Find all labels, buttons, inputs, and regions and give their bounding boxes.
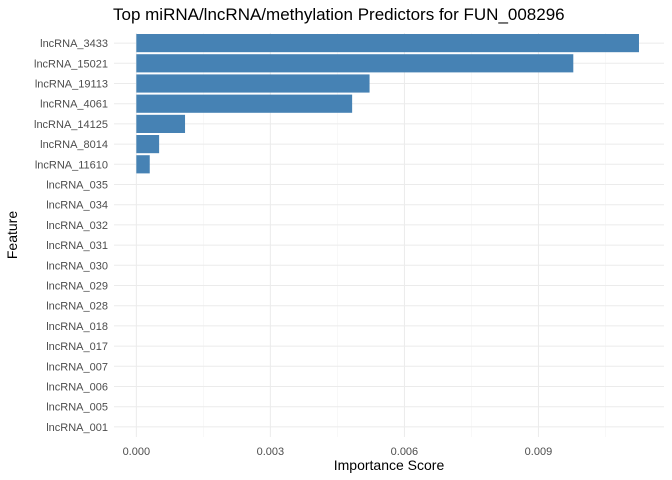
y-tick-label: lncRNA_006: [46, 382, 108, 394]
y-tick-label: lncRNA_19113: [35, 79, 108, 91]
x-tick-labels: 0.000 0.003 0.006 0.009: [123, 446, 553, 458]
y-tick-label: lncRNA_029: [46, 281, 108, 293]
chart-title: Top miRNA/lncRNA/methylation Predictors …: [113, 5, 565, 24]
y-tick-label: lncRNA_017: [46, 341, 108, 353]
y-tick-label: lncRNA_028: [46, 301, 108, 313]
x-tick-label: 0.003: [257, 446, 285, 458]
y-tick-label: lncRNA_15021: [34, 58, 108, 70]
y-tick-label: lncRNA_035: [46, 180, 108, 192]
bar-lncRNA_11610: [136, 155, 150, 174]
x-axis-title: Importance Score: [334, 457, 445, 473]
bar-lncRNA_15021: [136, 54, 574, 73]
y-tick-label: lncRNA_018: [46, 321, 108, 333]
y-tick-label: lncRNA_030: [46, 260, 108, 272]
bar-lncRNA_3433: [136, 34, 639, 53]
bar-lncRNA_8014: [136, 135, 160, 154]
bars: [136, 34, 639, 174]
y-tick-label: lncRNA_11610: [35, 159, 108, 171]
y-tick-label: lncRNA_034: [46, 200, 108, 212]
y-tick-label: lncRNA_14125: [34, 119, 108, 131]
x-tick-label: 0.006: [391, 446, 419, 458]
grid-lines: [114, 33, 664, 437]
y-axis-title: Feature: [4, 211, 20, 259]
y-tick-label: lncRNA_007: [46, 361, 108, 373]
y-tick-label: lncRNA_031: [46, 240, 108, 252]
bar-lncRNA_4061: [136, 94, 353, 113]
y-tick-label: lncRNA_4061: [40, 99, 108, 111]
bar-lncRNA_19113: [136, 74, 370, 93]
y-tick-label: lncRNA_005: [46, 402, 108, 414]
y-tick-label: lncRNA_3433: [40, 38, 108, 50]
y-tick-label: lncRNA_001: [46, 422, 108, 434]
x-tick-label: 0.009: [525, 446, 553, 458]
y-tick-label: lncRNA_8014: [40, 139, 108, 151]
y-tick-label: lncRNA_032: [46, 220, 108, 232]
x-tick-label: 0.000: [123, 446, 151, 458]
y-tick-labels: lncRNA_3433 lncRNA_15021 lncRNA_19113 lncRN…: [34, 38, 108, 434]
bar-lncRNA_14125: [136, 114, 186, 133]
